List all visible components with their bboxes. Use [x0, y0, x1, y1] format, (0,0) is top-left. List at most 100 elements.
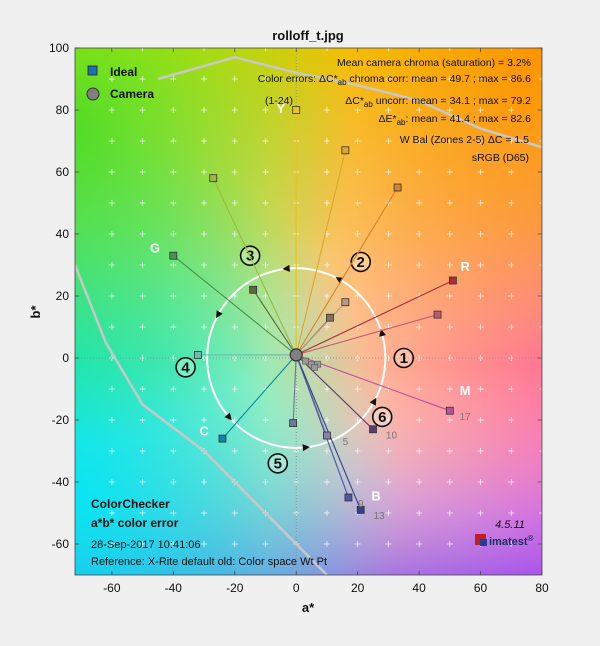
error-vector — [172, 255, 297, 356]
zone-arrow — [369, 397, 377, 406]
ideal-point — [344, 493, 353, 502]
info-reference: Reference: X-Rite default old: Color spa… — [91, 556, 327, 568]
chart-title: rolloff_t.jpg — [272, 28, 344, 43]
x-tick-label: -40 — [165, 581, 183, 595]
error-vector — [296, 314, 438, 356]
ideal-point — [292, 106, 301, 114]
zone-marker — [371, 406, 393, 428]
error-vector — [295, 301, 346, 356]
err3-subscript: ab — [397, 118, 406, 127]
zone-label: 6 — [378, 409, 386, 426]
y-tick-label: 40 — [56, 227, 70, 241]
error-vector — [222, 354, 297, 439]
grid — [75, 48, 542, 575]
patch-letter-label: G — [150, 241, 160, 256]
ideal-points — [169, 106, 457, 514]
error-vector — [252, 289, 297, 356]
zone-marker — [175, 356, 196, 378]
zone-marker — [393, 347, 415, 369]
err2-symbol: ΔC* — [345, 95, 364, 107]
ideal-point — [433, 310, 442, 319]
err3-value: : mean = 41.4 ; max = 82.6 — [406, 113, 532, 125]
ideal-point — [356, 505, 365, 514]
zone-arrow — [224, 412, 232, 421]
gray-point — [311, 363, 318, 371]
imatest-logo-icon-inner — [480, 539, 487, 546]
ideal-point — [323, 431, 331, 440]
legend: Ideal Camera — [86, 65, 154, 101]
x-tick-label: 0 — [293, 581, 300, 595]
brand-name: imatest® — [489, 534, 534, 548]
patch-labels: Y G R M C B 17 10 5 9 13 — [150, 101, 471, 522]
ideal-point — [449, 276, 457, 285]
error-vector — [295, 280, 454, 356]
info-chart-name: ColorChecker — [91, 497, 170, 511]
ideal-point — [289, 419, 298, 428]
x-tick-label: 60 — [474, 581, 488, 595]
zone-arrow — [335, 277, 344, 284]
err1-value: chroma corr: mean = 49.7 ; max = 86.6 — [347, 73, 532, 85]
legend-camera-label: Camera — [110, 87, 154, 101]
legend-camera-marker — [86, 87, 100, 101]
info-chart-type: a*b* color error — [91, 516, 179, 530]
patch-number-label: 10 — [386, 431, 398, 442]
patch-number-label: 9 — [358, 499, 364, 510]
y-tick-label: -20 — [52, 413, 70, 427]
patch-number-label: 13 — [374, 511, 386, 522]
delta-e-text: ΔE*ab: mean = 41.4 ; max = 82.6 — [378, 113, 531, 127]
ideal-point — [393, 183, 402, 192]
ideal-point — [218, 434, 227, 443]
plot-background — [75, 48, 542, 575]
patch-letter-label: M — [460, 383, 471, 398]
info-block: ColorChecker a*b* color error 28-Sep-201… — [91, 497, 327, 568]
camera-point — [289, 348, 303, 362]
color-space-text: sRGB (D65) — [472, 152, 529, 164]
gamut-line — [75, 264, 328, 575]
y-tick-label: 20 — [56, 289, 70, 303]
ideal-point — [249, 285, 258, 294]
zone-label: 1 — [400, 350, 408, 367]
x-tick-label: 80 — [535, 581, 549, 595]
err1-subscript: ab — [338, 78, 347, 87]
y-axis-label: b* — [28, 305, 43, 319]
range-text: (1-24) — [265, 95, 293, 107]
gray-point — [302, 357, 309, 365]
error-vector — [295, 354, 349, 498]
patch-letter-label: B — [371, 489, 380, 504]
y-tick-label: -40 — [52, 475, 70, 489]
ideal-point — [369, 425, 377, 434]
zone-arrow — [282, 264, 290, 272]
branding: 4.5.11 imatest® — [475, 519, 534, 548]
err1-symbol: ΔC* — [319, 73, 338, 85]
zone-label: 4 — [181, 359, 190, 376]
err2-value: uncorr: mean = 34.1 ; max = 79.2 — [373, 95, 531, 107]
x-tick-label: 20 — [351, 581, 365, 595]
error-vector — [295, 150, 346, 356]
error-vector — [292, 354, 297, 424]
brand-name-text: imatest — [489, 536, 528, 548]
error-vector — [295, 187, 399, 356]
white-balance-text: W Bal (Zones 2-5) ΔC = 1.5 — [400, 134, 529, 146]
brand-mark: ® — [528, 534, 534, 543]
x-tick-label: 40 — [412, 581, 426, 595]
legend-ideal-label: Ideal — [110, 65, 137, 79]
zone-arrow — [216, 310, 223, 319]
gamut-line — [157, 56, 542, 149]
background-layer — [75, 48, 542, 575]
err2-subscript: ab — [364, 100, 373, 109]
err1-prefix: Color errors: — [258, 73, 319, 85]
x-axis-label: a* — [302, 600, 315, 615]
ideal-point — [341, 146, 350, 155]
err3-symbol: ΔE* — [378, 113, 396, 125]
patch-letter-label: R — [460, 259, 470, 274]
y-tick-label: -60 — [52, 537, 70, 551]
ideal-point — [445, 406, 454, 415]
x-tick-label: -60 — [103, 581, 121, 595]
y-tick-label: 60 — [56, 165, 70, 179]
zone-label: 2 — [357, 254, 365, 271]
x-tick-label: -20 — [226, 581, 244, 595]
version-text: 4.5.11 — [495, 519, 525, 531]
patch-number-label: 17 — [460, 412, 472, 423]
ideal-point — [326, 313, 334, 322]
error-vector — [296, 354, 451, 412]
